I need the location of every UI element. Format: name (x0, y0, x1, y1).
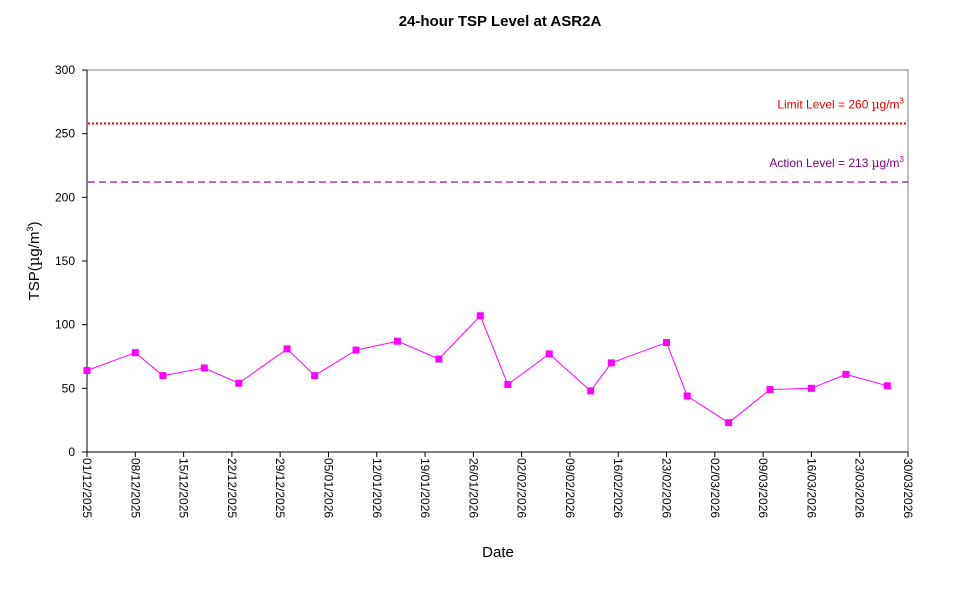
reference-lines: Limit Level = 260 µg/m3 Action Level = 21… (88, 96, 908, 183)
y-tick-label: 150 (55, 254, 75, 268)
data-series (83, 312, 891, 427)
x-tick-label: 02/02/2026 (515, 458, 529, 518)
x-axis-ticks: 01/12/2025 08/12/2025 15/12/2025 22/12/2025… (80, 452, 915, 518)
data-point-marker (766, 386, 774, 394)
x-tick-label: 16/03/2026 (804, 458, 818, 518)
y-tick-label: 200 (55, 190, 75, 204)
data-point-marker (545, 350, 553, 358)
x-axis-title: Date (482, 544, 514, 561)
y-tick-label: 50 (62, 381, 76, 395)
data-point-marker (663, 338, 671, 346)
data-point-marker (476, 312, 484, 320)
plot-area-frame (86, 69, 909, 453)
data-point-marker (883, 382, 891, 390)
x-tick-label: 16/02/2026 (611, 458, 625, 518)
x-tick-label: 01/12/2025 (80, 458, 94, 518)
y-axis-ticks: 0 50 100 150 200 250 300 (55, 63, 87, 459)
series-line (86, 314, 888, 424)
data-point-marker (352, 346, 360, 354)
x-tick-label: 09/02/2026 (563, 458, 577, 518)
x-tick-label: 05/01/2026 (321, 458, 335, 518)
x-tick-label: 30/03/2026 (901, 458, 915, 518)
x-tick-label: 29/12/2025 (273, 458, 287, 518)
reference-line-label-0: Limit Level = 260 µg/m3 (777, 96, 904, 111)
data-point-marker (235, 379, 243, 387)
y-tick-label: 300 (55, 63, 75, 77)
x-tick-label: 23/02/2026 (660, 458, 674, 518)
chart-title: 24-hour TSP Level at ASR2A (399, 13, 602, 30)
data-point-marker (200, 364, 208, 372)
data-point-marker (504, 381, 512, 389)
data-point-marker (725, 419, 733, 427)
x-tick-label: 19/01/2026 (418, 458, 432, 518)
x-tick-label: 15/12/2025 (177, 458, 191, 518)
data-point-marker (131, 349, 139, 357)
data-point-marker (159, 372, 167, 380)
data-point-marker (607, 359, 615, 367)
data-point-marker (683, 392, 691, 400)
reference-line-label-1: Action Level = 213 µg/m3 (769, 155, 904, 170)
x-tick-label: 26/01/2026 (466, 458, 480, 518)
data-point-marker (83, 367, 91, 375)
x-tick-label: 23/03/2026 (853, 458, 867, 518)
data-point-marker (393, 337, 401, 345)
x-tick-label: 12/01/2026 (370, 458, 384, 518)
x-tick-label: 09/03/2026 (756, 458, 770, 518)
data-point-marker (842, 370, 850, 378)
data-point-marker (435, 355, 443, 363)
y-axis-title: TSP(µg/m3) (25, 222, 43, 301)
data-point-marker (283, 345, 291, 353)
y-tick-label: 0 (68, 445, 75, 459)
x-tick-label: 02/03/2026 (708, 458, 722, 518)
x-tick-label: 22/12/2025 (225, 458, 239, 518)
y-tick-label: 250 (55, 127, 75, 141)
data-point-marker (807, 384, 815, 392)
data-point-marker (311, 372, 319, 380)
x-tick-label: 08/12/2025 (128, 458, 142, 518)
y-tick-label: 100 (55, 318, 75, 332)
data-point-marker (587, 387, 595, 395)
